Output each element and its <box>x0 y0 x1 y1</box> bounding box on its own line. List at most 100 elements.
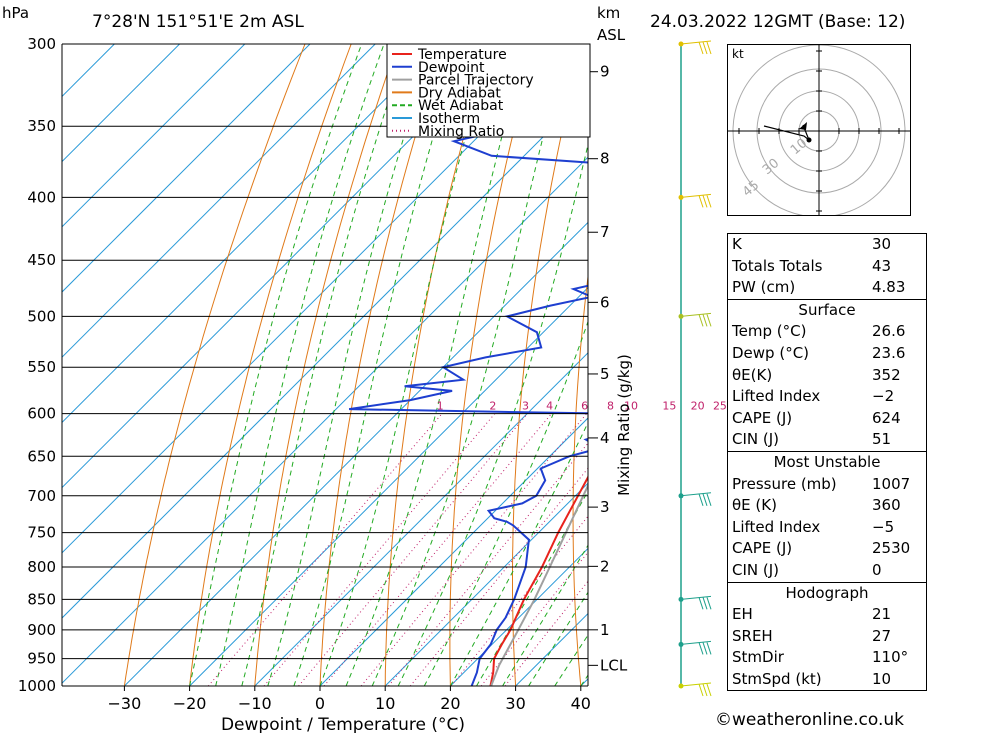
mixing-ratio-label: 3 <box>522 400 529 413</box>
index-value: −5 <box>872 517 895 536</box>
x-tick-label: −20 <box>173 694 207 713</box>
index-label: EH <box>732 605 753 624</box>
wind-barb-feather <box>698 642 704 655</box>
wind-barb-feather <box>702 683 708 697</box>
isotherm-line <box>62 44 441 424</box>
index-label: Temp (°C) <box>732 322 807 341</box>
x-tick-label: 30 <box>505 694 525 713</box>
km-tick-label: 1 <box>600 621 610 639</box>
wind-barb-feather <box>702 195 708 208</box>
km-tick-label: 5 <box>600 365 610 383</box>
index-label: PW (cm) <box>732 278 796 297</box>
isotherm-line <box>62 44 246 228</box>
wet-adiabat-line <box>293 44 462 686</box>
wind-barb-feather <box>698 314 704 327</box>
km-tick-label: 6 <box>600 293 610 311</box>
index-row: PW (cm) 4.83 <box>728 277 926 299</box>
index-label: Dewp (°C) <box>732 343 810 362</box>
wind-barb-feather <box>702 642 708 655</box>
isotherm-line <box>384 482 588 686</box>
legend-entry: Parcel Trajectory <box>418 73 534 89</box>
index-value: 360 <box>872 496 901 515</box>
pressure-tick-label: 900 <box>27 621 56 639</box>
isotherm-line <box>62 44 115 98</box>
wet-adiabat-line <box>189 44 363 686</box>
index-value: 624 <box>872 408 901 427</box>
index-label: StmSpd (kt) <box>732 669 822 688</box>
index-value: −2 <box>872 387 895 406</box>
index-row: CIN (J) 0 <box>728 560 926 582</box>
hodograph-trace <box>763 124 811 142</box>
mixing-ratio-line <box>504 580 588 686</box>
mixing-ratio-label: 10 <box>624 400 638 413</box>
wind-barb-feather <box>706 493 712 506</box>
mixing-ratio-axis-title: Mixing Ratio (g/kg) <box>615 354 633 496</box>
index-row: K 30 <box>728 234 926 256</box>
wet-adiabat-line <box>397 142 588 686</box>
x-axis-title: Dewpoint / Temperature (°C) <box>221 715 465 733</box>
index-row: θE(K) 352 <box>728 365 926 387</box>
storm-motion-arrow <box>799 122 807 130</box>
legend-entry: Wet Adiabat <box>418 98 504 114</box>
index-row: StmSpd (kt) 10 <box>728 669 926 691</box>
wet-adiabat-line <box>215 44 385 686</box>
km-unit-label: km <box>597 4 621 22</box>
wind-barb-feather <box>706 597 712 610</box>
index-value: 26.6 <box>872 322 906 341</box>
km-tick-label: 4 <box>600 429 610 447</box>
storm-motion-dot <box>806 137 812 143</box>
km-tick-label: LCL <box>600 656 628 674</box>
index-value: 23.6 <box>872 343 906 362</box>
most-unstable-box: Most Unstable Pressure (mb) 1007 θE (K) 360 L… <box>727 450 927 582</box>
wind-barb-feather <box>698 683 704 697</box>
wind-barb-feather <box>706 314 712 327</box>
km-tick-label: 8 <box>600 150 610 168</box>
mixing-ratio-line <box>298 413 528 686</box>
x-tick-label: −10 <box>238 694 272 713</box>
mixing-ratio-line <box>323 413 552 686</box>
index-row: CIN (J) 51 <box>728 429 926 451</box>
wind-barb-feather <box>698 195 704 208</box>
weatheronline-credit: ©weatheronline.co.uk <box>715 710 905 730</box>
km-tick-label: 2 <box>600 557 610 575</box>
mixing-ratio-label: 8 <box>607 400 614 413</box>
datetime-title: 24.03.2022 12GMT (Base: 12) <box>650 12 906 32</box>
wind-barb <box>680 640 712 645</box>
pressure-tick-label: 600 <box>27 405 56 423</box>
pressure-tick-label: 300 <box>27 35 56 53</box>
dry-adiabat-line <box>950 44 1000 686</box>
mixing-ratio-line <box>263 413 496 686</box>
mixing-ratio-label: 2 <box>489 400 496 413</box>
index-row: Dewp (°C) 23.6 <box>728 343 926 365</box>
section-title: Most Unstable <box>773 452 881 471</box>
index-value: 21 <box>872 605 892 624</box>
pressure-tick-label: 450 <box>27 251 56 269</box>
pressure-tick-label: 400 <box>27 188 56 206</box>
section-title: Hodograph <box>785 583 869 602</box>
x-tick-label: 0 <box>315 694 325 713</box>
legend-entry: Mixing Ratio <box>418 124 504 140</box>
isotherm-line <box>124 221 588 686</box>
isotherm-line <box>254 352 588 686</box>
series-dewpoint <box>348 44 588 686</box>
x-tick-label: −30 <box>108 694 142 713</box>
wind-barb <box>680 682 712 687</box>
dry-adiabat-line <box>632 44 675 686</box>
isotherm-line <box>450 547 588 686</box>
wind-barb-feather <box>702 493 708 506</box>
index-label: Lifted Index <box>732 387 821 406</box>
pressure-tick-label: 650 <box>27 447 56 465</box>
index-row: CAPE (J) 2530 <box>728 538 926 560</box>
index-value: 4.83 <box>872 278 906 297</box>
index-row: SREH 27 <box>728 626 926 648</box>
index-label: K <box>732 235 742 253</box>
pressure-tick-label: 800 <box>27 558 56 576</box>
wind-barb-feather <box>706 41 712 55</box>
isotherm-line <box>62 156 588 684</box>
legend-entry: Temperature <box>417 47 507 63</box>
wind-barb <box>680 193 712 198</box>
mixing-ratio-label: 20 <box>691 400 705 413</box>
wind-barb <box>680 40 712 45</box>
pressure-tick-label: 750 <box>27 524 56 542</box>
